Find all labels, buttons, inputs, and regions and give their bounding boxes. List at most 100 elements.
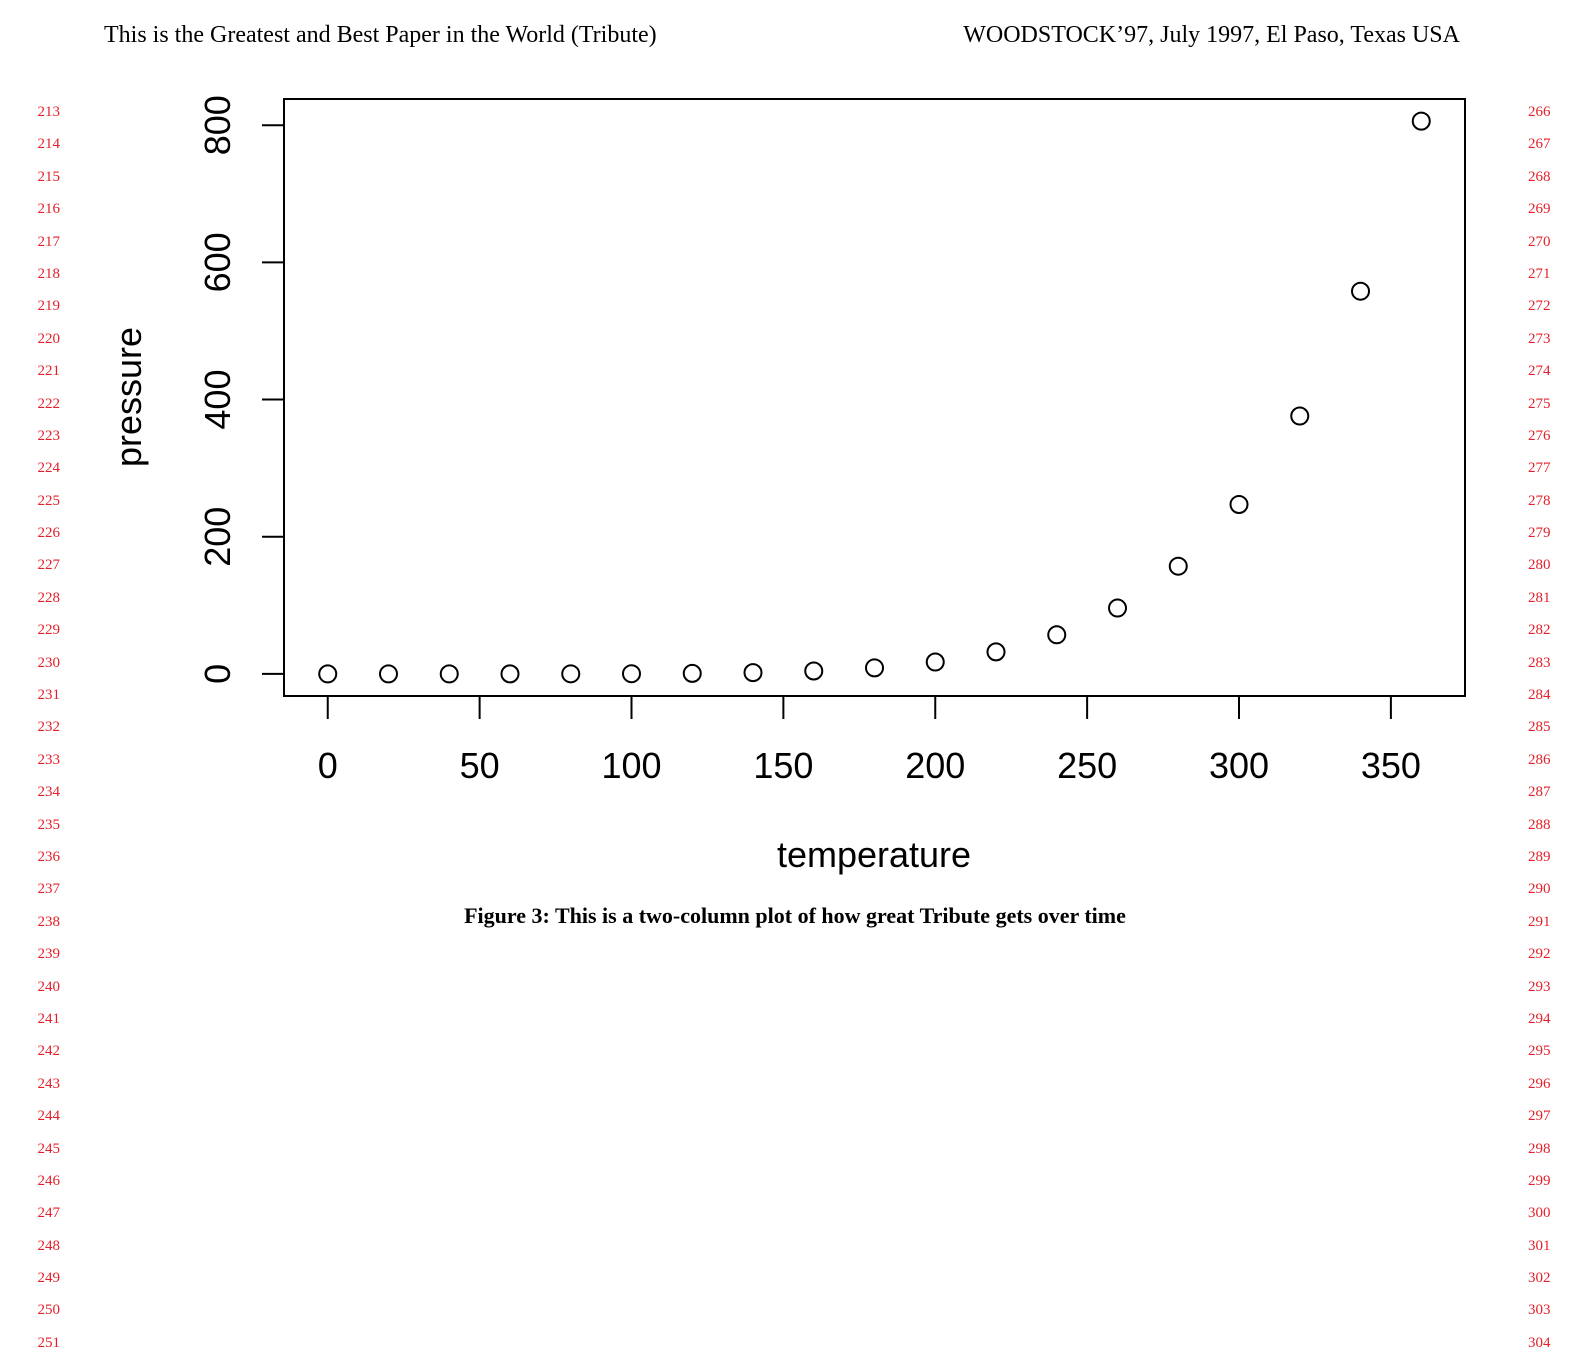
line-number: 293 xyxy=(1528,978,1551,995)
line-number: 250 xyxy=(37,1302,61,1319)
line-number: 291 xyxy=(1528,913,1551,930)
line-number: 224 xyxy=(37,460,61,477)
line-number: 278 xyxy=(1528,492,1551,509)
line-number: 280 xyxy=(1528,557,1551,574)
line-number: 234 xyxy=(37,784,61,801)
data-points xyxy=(318,111,1431,684)
line-number: 228 xyxy=(37,589,61,606)
line-number: 247 xyxy=(37,1205,61,1222)
line-number: 214 xyxy=(37,136,61,153)
line-number: 221 xyxy=(37,363,61,380)
line-number: 295 xyxy=(1528,1043,1551,1060)
data-point xyxy=(621,664,641,684)
line-number: 239 xyxy=(37,946,61,963)
line-number: 218 xyxy=(37,265,61,282)
line-number: 233 xyxy=(37,751,61,768)
line-number: 220 xyxy=(37,330,61,347)
line-number: 227 xyxy=(37,557,61,574)
line-number: 292 xyxy=(1528,946,1551,963)
x-axis-label: temperature xyxy=(777,834,971,875)
line-number: 301 xyxy=(1528,1237,1551,1254)
line-number: 242 xyxy=(37,1043,61,1060)
line-number: 286 xyxy=(1528,751,1551,768)
line-number: 266 xyxy=(1528,104,1551,120)
line-number: 273 xyxy=(1528,330,1551,347)
line-number: 237 xyxy=(37,881,61,898)
line-number: 243 xyxy=(37,1075,61,1092)
line-number: 251 xyxy=(37,1334,61,1351)
data-point xyxy=(1229,494,1249,514)
line-number: 284 xyxy=(1528,687,1551,704)
line-number: 213 xyxy=(37,104,61,120)
line-number: 270 xyxy=(1528,233,1551,250)
pressure-temperature-scatter-plot: 0 50 100 150 200 250 300 350 0 200 400 600 800 temp… xyxy=(108,95,1466,875)
line-number: 274 xyxy=(1528,363,1551,380)
data-point xyxy=(318,664,338,684)
x-tick-label: 50 xyxy=(460,745,500,786)
x-tick-label: 150 xyxy=(753,745,813,786)
line-number: 290 xyxy=(1528,881,1551,898)
y-tick-label: 0 xyxy=(197,664,238,684)
y-tick-label: 600 xyxy=(197,232,238,292)
line-number: 244 xyxy=(37,1108,61,1125)
line-number: 215 xyxy=(37,168,61,185)
x-axis: 0 50 100 150 200 250 300 350 xyxy=(318,695,1421,786)
line-number: 283 xyxy=(1528,654,1551,671)
line-number: 240 xyxy=(37,978,61,995)
x-tick-label: 250 xyxy=(1057,745,1117,786)
running-head-venue: WOODSTOCK’97, July 1997, El Paso, Texas … xyxy=(963,22,1460,48)
line-numbers-right: 266 267 268 269 270 271 272 273 274 275 276 277 278 2… xyxy=(1528,102,1588,1365)
line-number: 287 xyxy=(1528,784,1551,801)
data-point xyxy=(1108,598,1128,618)
line-number: 302 xyxy=(1528,1270,1551,1287)
line-number: 298 xyxy=(1528,1140,1551,1157)
line-number: 222 xyxy=(37,395,61,412)
data-point xyxy=(865,658,884,678)
x-tick-label: 300 xyxy=(1209,745,1269,786)
line-number: 285 xyxy=(1528,719,1551,736)
data-point xyxy=(986,642,1006,662)
line-number: 248 xyxy=(37,1237,61,1254)
line-number: 217 xyxy=(37,233,61,250)
line-number: 226 xyxy=(37,525,61,542)
line-number: 235 xyxy=(37,816,61,833)
running-head-title: This is the Greatest and Best Paper in t… xyxy=(104,22,657,48)
line-number: 241 xyxy=(37,1010,61,1027)
data-point xyxy=(378,664,398,684)
data-point xyxy=(1047,625,1067,645)
line-number: 229 xyxy=(37,622,61,639)
line-number: 277 xyxy=(1528,460,1551,477)
line-number: 249 xyxy=(37,1270,61,1287)
line-number: 297 xyxy=(1528,1108,1551,1125)
line-number: 231 xyxy=(37,687,61,704)
line-number: 269 xyxy=(1528,201,1551,218)
y-tick-label: 800 xyxy=(197,95,238,155)
line-number: 303 xyxy=(1528,1302,1551,1319)
line-number: 246 xyxy=(37,1172,61,1189)
line-number: 288 xyxy=(1528,816,1551,833)
line-number: 282 xyxy=(1528,622,1551,639)
line-number: 225 xyxy=(37,492,61,509)
line-number: 223 xyxy=(37,427,61,444)
line-number: 245 xyxy=(37,1140,61,1157)
line-number: 236 xyxy=(37,848,61,865)
data-point xyxy=(743,663,763,683)
x-tick-label: 0 xyxy=(318,745,338,786)
line-numbers-left: 213 214 215 216 217 218 219 220 221 222 223 224 225 2… xyxy=(0,102,61,1365)
data-point xyxy=(439,664,459,684)
line-number: 304 xyxy=(1528,1334,1551,1351)
line-number: 232 xyxy=(37,719,61,736)
data-point xyxy=(682,663,702,683)
line-number: 238 xyxy=(37,913,61,930)
line-number: 276 xyxy=(1528,427,1551,444)
data-point xyxy=(1168,556,1188,576)
figure-caption: Figure 3: This is a two-column plot of h… xyxy=(464,903,1126,928)
data-point xyxy=(1290,406,1310,426)
line-number: 289 xyxy=(1528,848,1551,865)
data-point xyxy=(1351,281,1371,301)
x-tick-label: 350 xyxy=(1361,745,1421,786)
line-number: 268 xyxy=(1528,168,1551,185)
data-point xyxy=(925,652,945,672)
y-tick-label: 400 xyxy=(197,370,238,430)
y-axis-label: pressure xyxy=(108,327,149,467)
